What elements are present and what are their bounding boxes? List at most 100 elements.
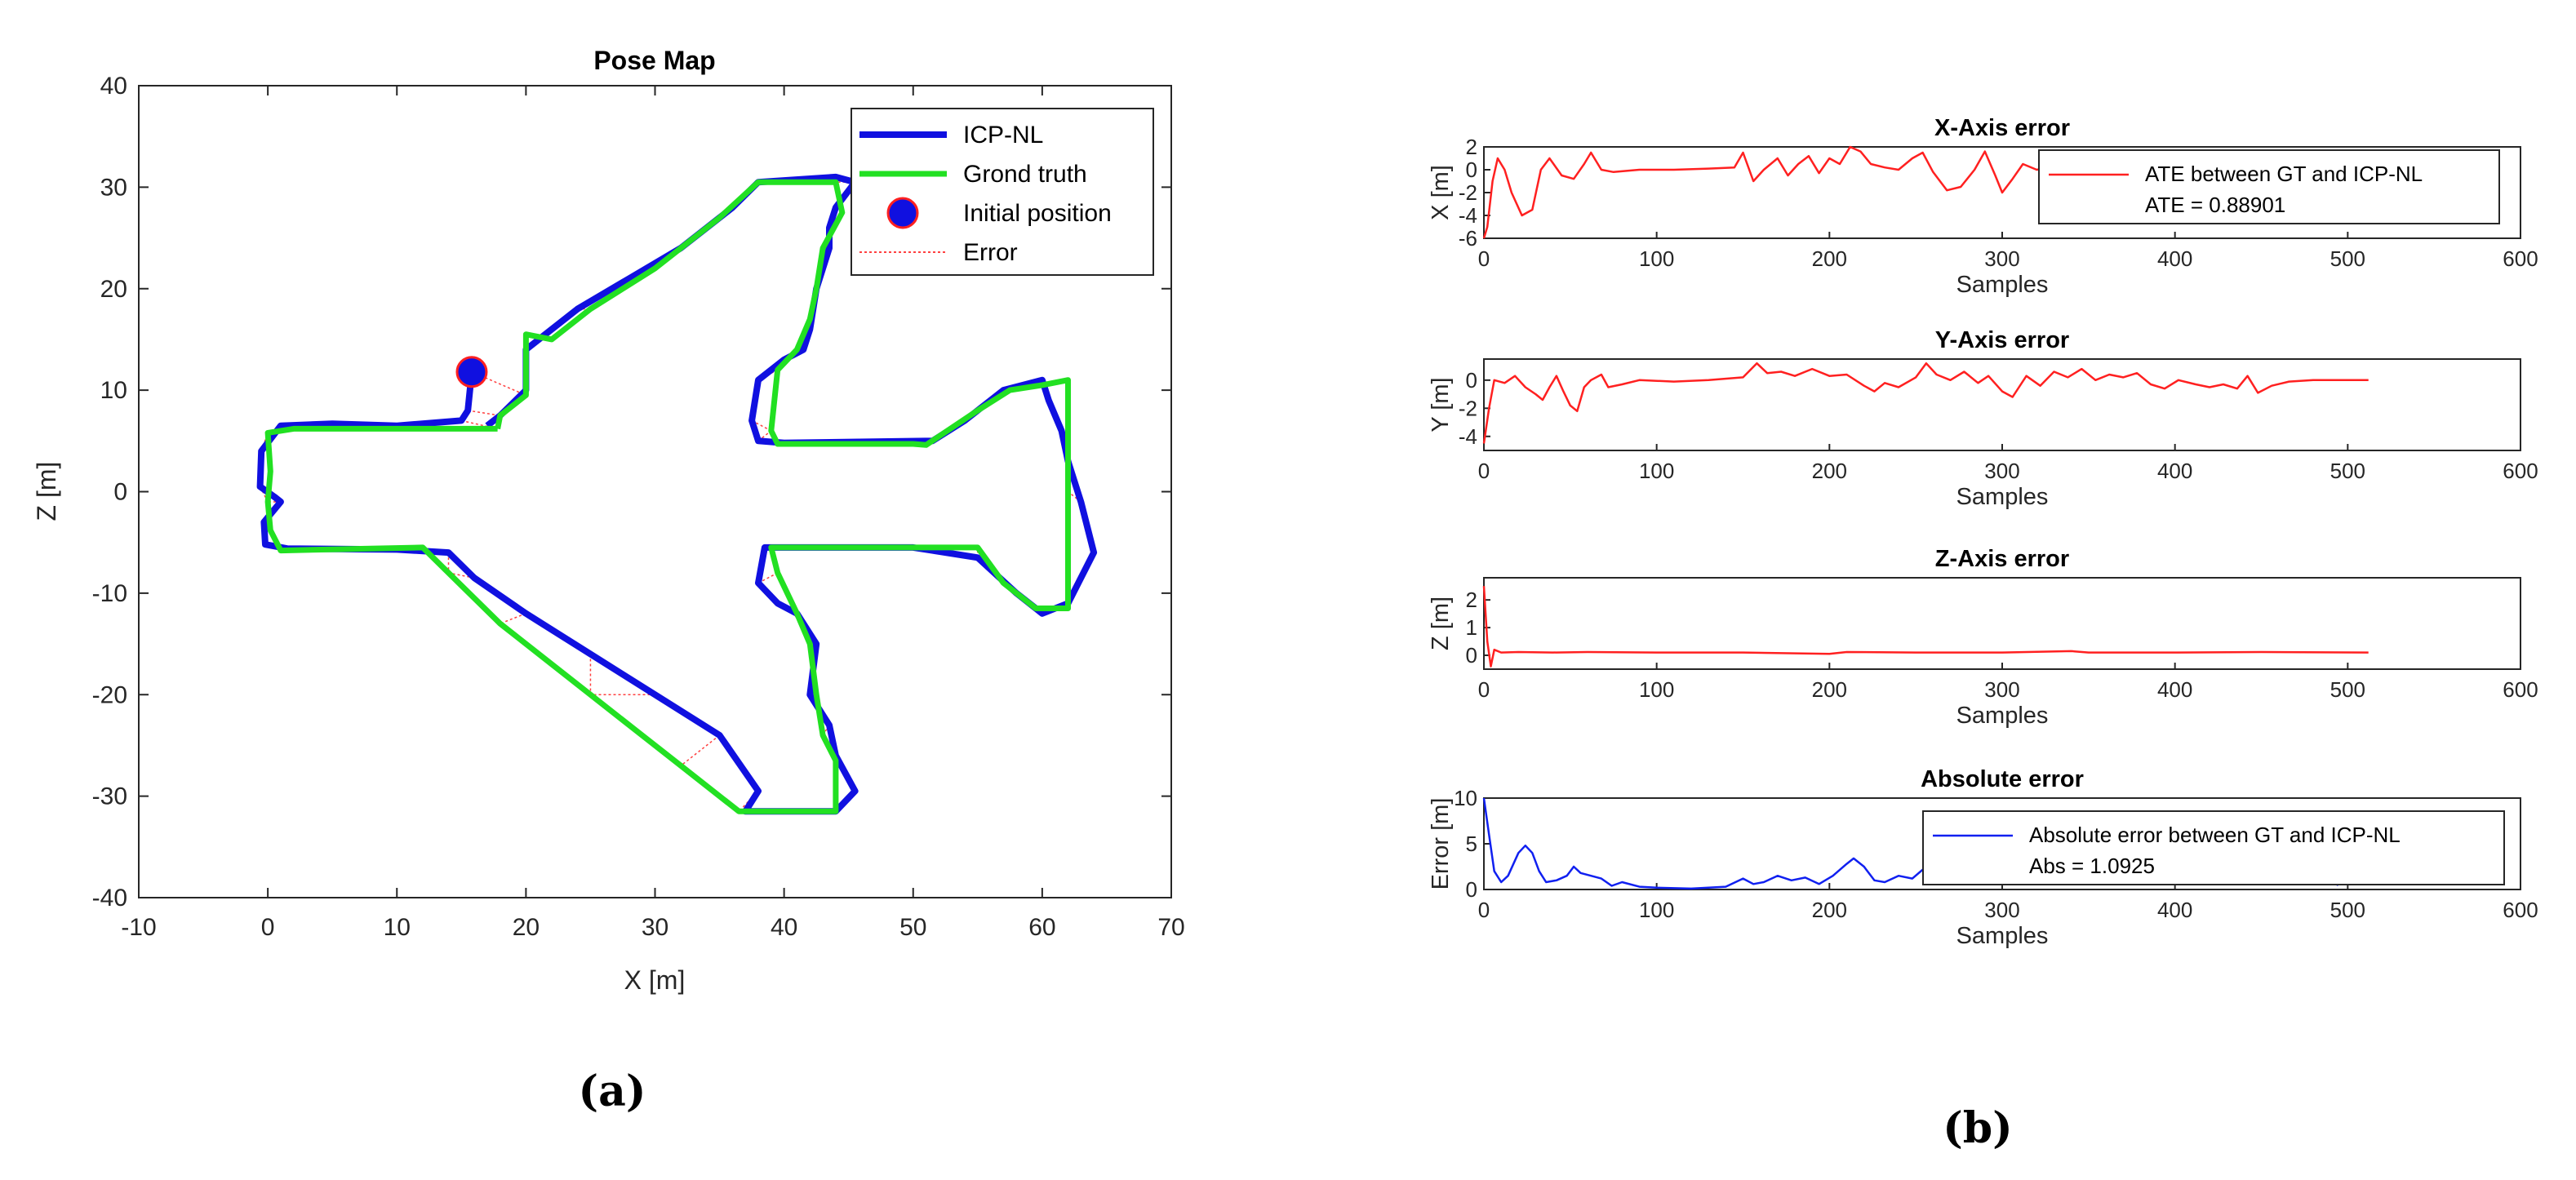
subplot-xtick: 600 (2503, 898, 2538, 922)
subplot-xtick: 300 (1984, 677, 2019, 702)
pose-map-ylabel: Z [m] (32, 462, 61, 521)
legend-icp-nl: ICP-NL (963, 122, 1043, 149)
pose-map-xtick: -10 (121, 914, 156, 941)
legend-stat: ATE = 0.88901 (2145, 193, 2285, 217)
subplot-ytick: 0 (1466, 877, 1477, 902)
subplot-plot-area (1483, 358, 2521, 451)
subplot-xlabel: Samples (1956, 923, 2049, 949)
subplot-ytick: -2 (1459, 180, 1477, 205)
subplot-legend: Absolute error between GT and ICP-NL Abs … (1922, 810, 2505, 885)
subplot-xtick: 300 (1984, 459, 2019, 483)
pose-map-ytick: -20 (92, 681, 127, 708)
pose-map-xtick: 30 (642, 914, 668, 941)
subplot-xtick: 400 (2157, 677, 2192, 702)
error-connector (500, 613, 526, 624)
subplot-title: X-Axis error (1934, 115, 2070, 141)
subplot-xtick: 400 (2157, 246, 2192, 271)
pose-map-ytick: 40 (100, 73, 127, 100)
subplot-xtick: 200 (1812, 459, 1847, 483)
pose-map-xlabel: X [m] (624, 965, 686, 995)
subplot-xtick: 300 (1984, 246, 2019, 271)
error-connector (680, 734, 721, 766)
subplot-xtick: 200 (1812, 898, 1847, 922)
legend-stat: Abs = 1.0925 (2029, 854, 2155, 878)
subplot-xtick: 200 (1812, 246, 1847, 271)
subplot-xtick: 400 (2157, 459, 2192, 483)
panel-label-a: (a) (579, 1067, 646, 1116)
subplot-title: Absolute error (1921, 766, 2084, 792)
subplot-xtick: 500 (2330, 677, 2365, 702)
pose-map-ticks: -10 0 10 20 30 40 50 60 70 -40 -30 -20 -10 0 10 20 30 40 (92, 73, 1185, 941)
legend-error: Error (963, 239, 1018, 266)
subplot-xtick: 100 (1639, 459, 1674, 483)
subplot-ytick: 0 (1466, 368, 1477, 393)
subplot-ytick: -4 (1459, 424, 1477, 449)
subplot-xtick: 0 (1478, 898, 1490, 922)
subplot-xlabel: Samples (1956, 484, 2049, 510)
error-connector (751, 419, 772, 432)
subplot-ytick: 0 (1466, 157, 1477, 182)
pose-map-xtick: 40 (771, 914, 797, 941)
legend-ground-truth: Grond truth (963, 161, 1087, 188)
pose-map-xtick: 20 (513, 914, 540, 941)
pose-map-chart: -10 0 10 20 30 40 50 60 70-40-30-20-10010203040 … (32, 46, 1185, 995)
subplot-ytick: 2 (1466, 588, 1477, 612)
subplot-xtick: 500 (2330, 246, 2365, 271)
subplot-ytick: -2 (1459, 396, 1477, 420)
subplot-ytick: 5 (1466, 832, 1477, 856)
subplot-ylabel: Error [m] (1428, 798, 1454, 890)
pose-map-error-lines (259, 181, 1095, 812)
subplot-xtick: 0 (1478, 459, 1490, 483)
pose-map-xtick: 60 (1028, 914, 1055, 941)
pose-map-ytick: -30 (92, 783, 127, 810)
subplot-xtick: 300 (1984, 898, 2019, 922)
subplot-xtick: 600 (2503, 246, 2538, 271)
legend-entry: Absolute error between GT and ICP-NL (2029, 823, 2401, 847)
pose-map-ytick: -10 (92, 580, 127, 607)
panel-label-b: (b) (1943, 1103, 2013, 1153)
subplot-xtick: 100 (1639, 677, 1674, 702)
subplot-ytick: 2 (1466, 135, 1477, 159)
subplot-xtick: 100 (1639, 898, 1674, 922)
subplot-xtick: 400 (2157, 898, 2192, 922)
subplot-title: Y-Axis error (1935, 327, 2069, 353)
subplot-xtick: 0 (1478, 246, 1490, 271)
initial-position-marker (455, 356, 488, 388)
subplot-xtick: 600 (2503, 459, 2538, 483)
subplot-series-line (1482, 145, 2082, 239)
subplot-title: Z-Axis error (1935, 546, 2069, 572)
error-connector (468, 410, 500, 416)
subplot-y-axis-error: 0 100 200 300 400 500 600 -4 -2 0 Y-Axis error Samp… (1428, 327, 2538, 510)
pose-map-xtick: 10 (384, 914, 411, 941)
subplot-xtick: 200 (1812, 677, 1847, 702)
subplot-ytick: 1 (1466, 615, 1477, 640)
subplot-ytick: 10 (1454, 786, 1477, 810)
pose-map-xtick: 70 (1157, 914, 1184, 941)
subplot-xlabel: Samples (1956, 272, 2049, 298)
pose-map-legend: ICP-NL Grond truth Initial position Erro… (851, 108, 1154, 276)
subplot-absolute-error: 0 100 200 300 400 500 600 0 5 10 Absolute error Sam… (1428, 766, 2538, 949)
pose-map-xtick: 0 (261, 914, 275, 941)
pose-map-plot-area (138, 85, 1172, 898)
pose-map-ytick: 30 (100, 174, 127, 201)
subplot-ylabel: X [m] (1428, 165, 1454, 220)
subplot-ytick: 0 (1466, 643, 1477, 668)
subplot-ytick: -6 (1459, 226, 1477, 251)
subplot-xtick: 500 (2330, 459, 2365, 483)
pose-map-ytick: -40 (92, 885, 127, 912)
pose-map-ytick: 20 (100, 276, 127, 303)
subplot-legend: ATE between GT and ICP-NL ATE = 0.88901 (2038, 149, 2500, 224)
subplot-xtick: 500 (2330, 898, 2365, 922)
subplot-xlabel: Samples (1956, 703, 2049, 729)
subplot-ylabel: Y [m] (1428, 377, 1454, 432)
pose-map-ytick: 10 (100, 377, 127, 404)
subplot-z-axis-error: 0 100 200 300 400 500 600 0 1 2 Z-Axis error Sample… (1428, 546, 2538, 729)
error-connector (757, 572, 779, 584)
subplot-xtick: 600 (2503, 677, 2538, 702)
series-ground-truth-line (264, 179, 1071, 814)
pose-map-xtick: 50 (899, 914, 926, 941)
subplot-series-line (1482, 362, 2369, 444)
legend-initial-position: Initial position (963, 200, 1112, 227)
